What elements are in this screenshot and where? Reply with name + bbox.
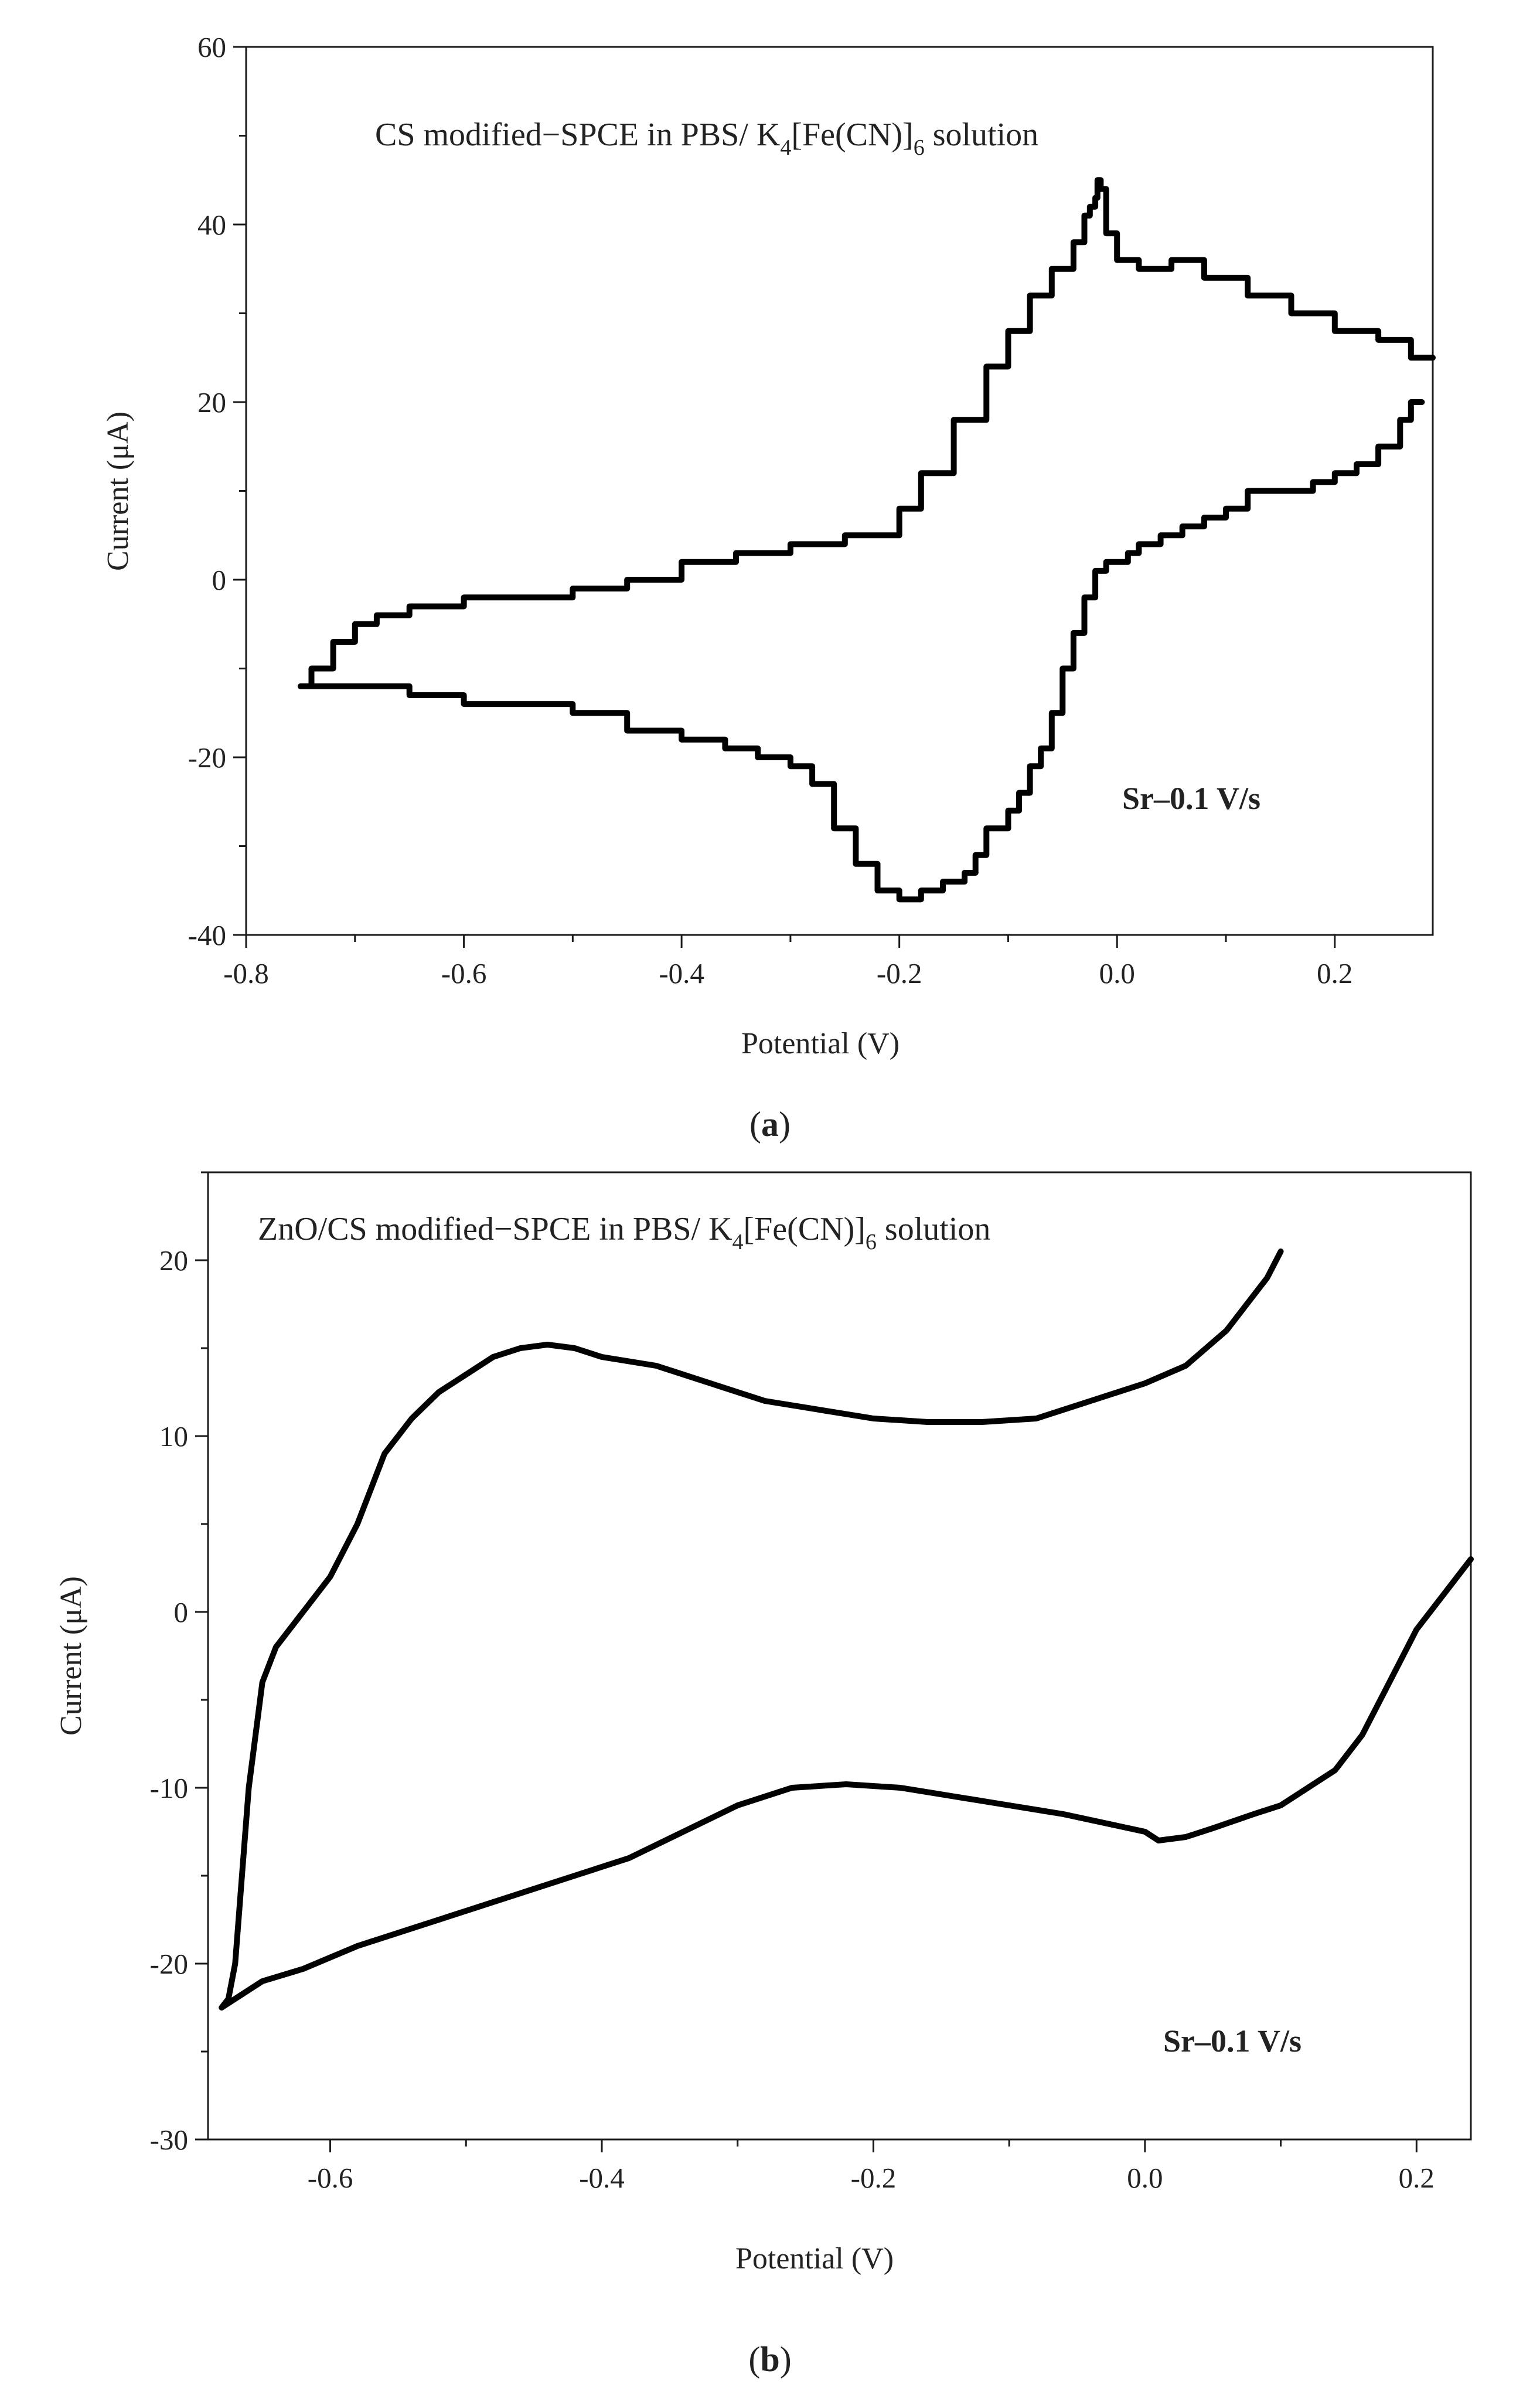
x-tick-label: -0.6 [308,2162,353,2194]
chart-title: ZnO/CS modified−SPCE in PBS/ K4[Fe(CN)]6… [258,1211,990,1254]
panel-caption: (b) [748,2340,791,2379]
x-tick-label: -0.2 [851,2162,897,2194]
y-tick-label: 40 [197,209,226,241]
x-axis-title: Potential (V) [741,1027,900,1060]
x-tick-label: 0.2 [1399,2162,1435,2194]
y-tick-label: 20 [197,386,226,419]
scan-rate-annotation: Sr–0.1 V/s [1122,781,1260,816]
plot-frame [207,1171,1472,2141]
x-tick-label: 0.0 [1127,2162,1163,2194]
y-tick-labels: -30 -20 -10 0 10 20 [150,1244,188,2156]
y-axis-title: Current (μA) [101,411,135,571]
y-tick-label: -40 [188,919,226,951]
x-axis-title: Potential (V) [735,2242,894,2275]
axis-ticks [233,46,1336,948]
x-tick-labels: -0.8 -0.6 -0.4 -0.2 0.0 0.2 [223,957,1352,989]
x-tick-label: -0.2 [877,957,922,989]
scan-rate-annotation: Sr–0.1 V/s [1163,2023,1301,2059]
x-tick-label: 0.2 [1317,957,1352,989]
y-tick-label: -10 [150,1772,188,1804]
axis-ticks [195,1171,1418,2152]
y-tick-label: 0 [174,1596,189,1628]
y-tick-label: -30 [150,2124,188,2156]
panel-caption: (a) [749,1105,791,1144]
y-tick-label: 0 [212,564,227,596]
cv-trace-line [219,1249,1474,2011]
x-tick-label: -0.4 [579,2162,625,2194]
x-tick-label: -0.4 [659,957,704,989]
x-tick-label: -0.8 [223,957,269,989]
y-axis-title: Current (μA) [54,1576,88,1736]
x-tick-labels: -0.6 -0.4 -0.2 0.0 0.2 [308,2162,1435,2194]
chart-title: CS modified−SPCE in PBS/ K4[Fe(CN)]6 sol… [375,117,1038,160]
x-tick-label: -0.6 [441,957,487,989]
y-tick-label: 60 [197,31,226,63]
y-tick-label: 20 [159,1244,188,1277]
panel-a-chart: -0.8 -0.6 -0.4 -0.2 0.0 0.2 -40 -20 0 20 40 60 CS … [101,31,1436,1144]
cv-trace-line [297,177,1436,903]
x-tick-label: 0.0 [1099,957,1135,989]
y-tick-label: -20 [188,741,226,774]
y-tick-label: -20 [150,1948,188,1980]
y-tick-label: 10 [159,1420,188,1452]
panel-b-chart: -0.6 -0.4 -0.2 0.0 0.2 -30 -20 -10 0 10 20 ZnO/CS… [54,1171,1474,2379]
y-tick-labels: -40 -20 0 20 40 60 [188,31,226,951]
